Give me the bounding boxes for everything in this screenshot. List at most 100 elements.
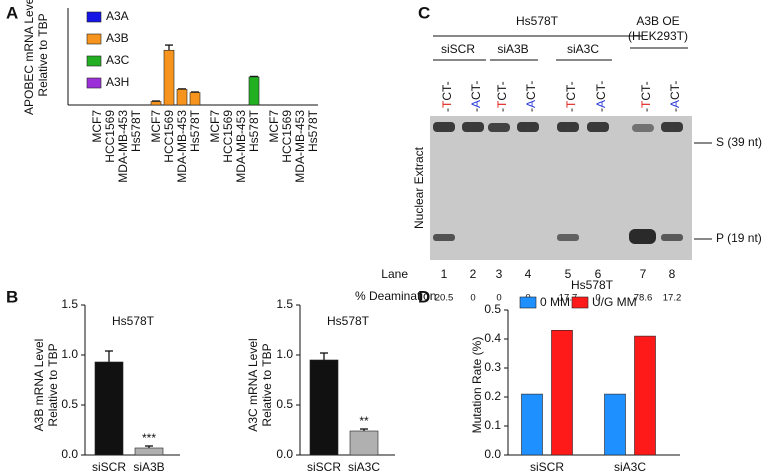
legend-swatch — [571, 296, 589, 309]
legend-label: A3B — [106, 31, 129, 45]
y-axis-label: A3C mRNA Level — [246, 338, 260, 431]
substrate-part: CT- — [639, 81, 653, 100]
gel-bands — [433, 122, 683, 244]
oe-label: (HEK293T) — [628, 29, 688, 43]
deamination-value: 0 — [595, 293, 600, 304]
x-tick-label: Hs578T — [188, 109, 202, 152]
x-tick-label: MCF7 — [267, 110, 281, 143]
bar — [604, 393, 626, 456]
group-label: Hs578T — [516, 14, 559, 28]
bar — [189, 92, 201, 106]
lane-number: 2 — [470, 267, 477, 281]
y-tick-label: 0.5 — [61, 397, 78, 411]
y-tick-label: 1.5 — [61, 297, 78, 311]
y-axis-label: Relative to TBP — [46, 343, 60, 426]
substrate-part: CT- — [495, 81, 509, 100]
significance: *** — [142, 431, 156, 445]
substrate-part: A — [594, 100, 608, 108]
bar — [163, 49, 175, 106]
bar — [248, 76, 260, 106]
x-tick-label: HCC1569 — [280, 110, 294, 163]
substrate-part: T — [639, 100, 653, 108]
sirna-label: siA3B — [497, 42, 528, 56]
x-tick-label: MCF7 — [208, 110, 222, 143]
substrate-part: T — [495, 100, 509, 108]
substrate-part: T — [564, 100, 578, 108]
substrate-label: -TCT- — [495, 81, 509, 112]
bar — [349, 430, 379, 456]
legend-swatch — [86, 77, 102, 89]
side-label: Nuclear Extract — [412, 146, 426, 229]
x-tick-label: siSCR — [307, 460, 341, 472]
lane-number: 3 — [496, 267, 503, 281]
panel-label: A — [6, 3, 18, 22]
substrate-part: CT- — [564, 81, 578, 100]
bar — [94, 361, 124, 456]
y-tick-label: 1.0 — [276, 347, 293, 361]
substrate-part: A — [469, 100, 483, 108]
legend-label: A3A — [106, 9, 129, 23]
substrate-part: - — [564, 108, 578, 112]
sirna-label: siA3C — [567, 42, 599, 56]
substrate-part: T — [440, 100, 454, 108]
substrate-part: CT- — [469, 81, 483, 100]
substrate-part: CT- — [440, 81, 454, 100]
bar — [309, 359, 339, 456]
substrate-label: -TCT- — [440, 81, 454, 112]
bar — [521, 393, 543, 456]
chart-title: Hs578T — [571, 278, 614, 292]
x-tick-label: MCF7 — [90, 110, 104, 143]
x-tick-label: siA3C — [348, 460, 380, 472]
substrate-label: -TCT- — [564, 81, 578, 112]
bar — [634, 335, 656, 456]
legend-label: A3C — [106, 53, 130, 67]
x-tick-label: MCF7 — [149, 110, 163, 143]
y-tick-label: 1.0 — [61, 347, 78, 361]
chart-title: Hs578T — [112, 314, 155, 328]
lane-number: 4 — [525, 267, 532, 281]
y-axis-label: APOBEC mRNA Level — [22, 0, 36, 115]
gel-panel: Hs578T siSCR siA3B siA3C A3B OE (HEK293T… — [355, 14, 762, 303]
lane-title: Lane — [381, 267, 408, 281]
deamination-value: 20.5 — [435, 293, 454, 304]
lane-number: 8 — [669, 267, 676, 281]
y-axis-label: Relative to TBP — [36, 13, 50, 96]
x-tick-label: MDA-MB-453 — [116, 110, 130, 183]
x-tick-label: siSCR — [530, 460, 564, 472]
legend-swatch — [86, 55, 102, 67]
legend-swatch — [86, 11, 102, 23]
substrate-label: -ACT- — [524, 81, 538, 112]
y-tick-label: 0.2 — [484, 389, 501, 403]
y-tick-label: 0.5 — [276, 397, 293, 411]
substrate-part: CT- — [524, 81, 538, 100]
y-tick-label: 0.5 — [484, 302, 501, 316]
x-tick-label: MDA-MB-453 — [175, 110, 189, 183]
x-tick-label: HCC1569 — [103, 110, 117, 163]
substrate-part: A — [668, 100, 682, 108]
x-tick-label: HCC1569 — [221, 110, 235, 163]
substrate-label: -ACT- — [594, 81, 608, 112]
x-tick-label: siA3C — [614, 460, 646, 472]
significance: ** — [359, 414, 369, 428]
deamination-title: % Deamination — [355, 289, 436, 303]
legend-label: U/G MM — [592, 295, 637, 309]
panel-label: C — [418, 3, 430, 22]
y-tick-label: 0.1 — [484, 418, 501, 432]
x-tick-label: MDA-MB-453 — [234, 110, 248, 183]
x-tick-label: MDA-MB-453 — [293, 110, 307, 183]
bar — [134, 447, 164, 456]
x-tick-label: Hs578T — [306, 109, 320, 152]
substrate-part: - — [594, 108, 608, 112]
lane-number: 7 — [640, 267, 647, 281]
y-tick-label: 0.0 — [61, 447, 78, 461]
lane-number: 1 — [441, 267, 448, 281]
substrate-part: - — [440, 108, 454, 112]
y-axis-label: Relative to TBP — [260, 343, 274, 426]
x-tick-label: siSCR — [92, 460, 126, 472]
x-tick-label: Hs578T — [129, 109, 143, 152]
panel-label: D — [418, 287, 430, 306]
y-tick-label: 0.0 — [484, 447, 501, 461]
x-tick-label: Hs578T — [247, 109, 261, 152]
x-tick-label: HCC1569 — [162, 110, 176, 163]
